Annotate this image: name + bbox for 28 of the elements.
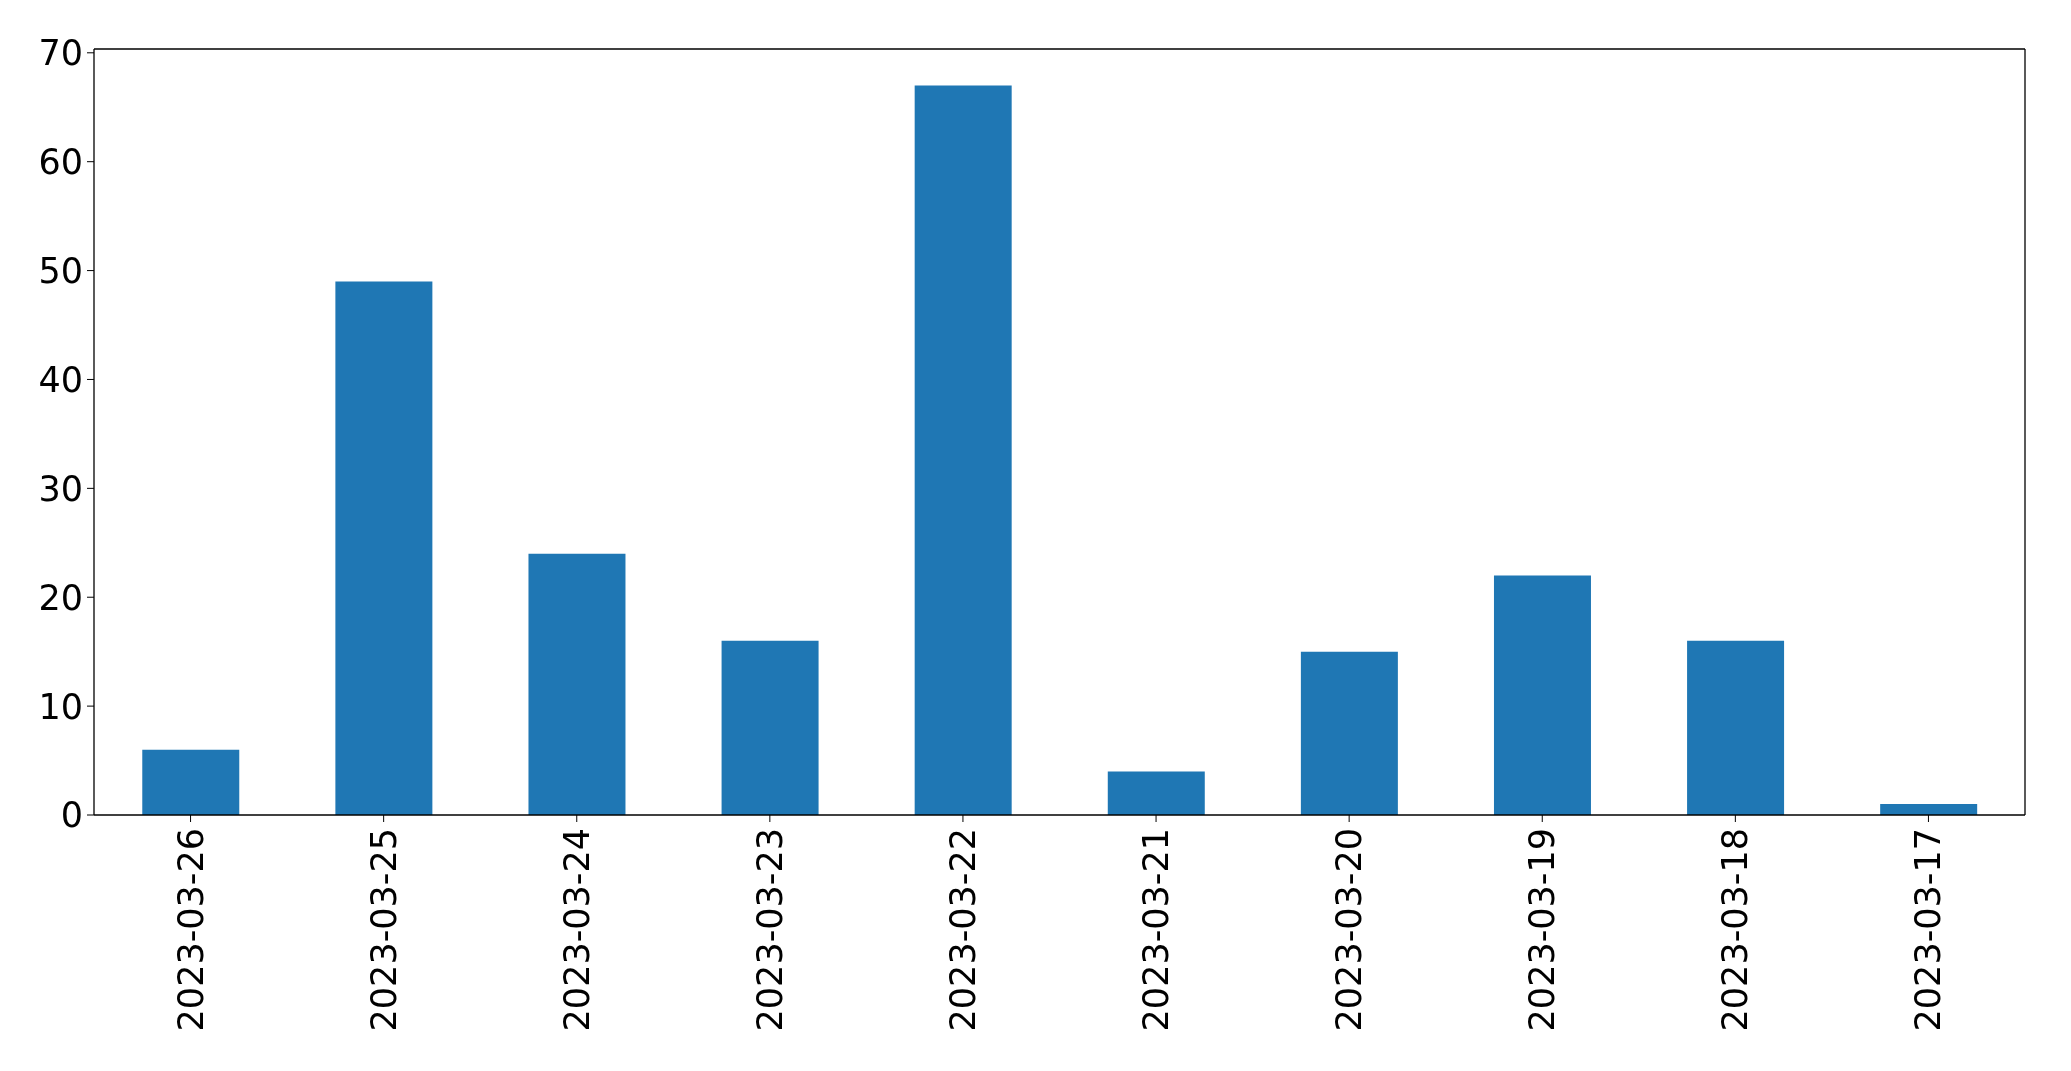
x-tick-label: 2023-03-23 — [749, 828, 790, 1032]
bar — [142, 749, 240, 815]
bar — [914, 85, 1012, 815]
bar — [1300, 651, 1398, 815]
y-tick-label: 30 — [38, 468, 83, 509]
y-tick-label: 0 — [60, 795, 83, 836]
bar — [1687, 640, 1785, 815]
bar — [1493, 575, 1591, 815]
y-tick-label: 10 — [38, 686, 83, 727]
bar — [1107, 771, 1205, 815]
x-tick-label: 2023-03-18 — [1715, 828, 1756, 1032]
x-tick-label: 2023-03-20 — [1329, 828, 1370, 1032]
y-tick-label: 60 — [38, 142, 83, 183]
x-tick-label: 2023-03-25 — [363, 828, 404, 1032]
bar — [335, 281, 433, 815]
y-tick-label: 70 — [38, 33, 83, 74]
x-tick-label: 2023-03-21 — [1136, 828, 1177, 1032]
bar — [528, 553, 626, 815]
x-tick-label: 2023-03-19 — [1522, 828, 1563, 1032]
y-tick-label: 40 — [38, 359, 83, 400]
bar — [721, 640, 819, 815]
x-tick-label: 2023-03-17 — [1908, 828, 1949, 1032]
x-tick-label: 2023-03-26 — [170, 828, 211, 1032]
bar — [1880, 804, 1978, 815]
x-tick-label: 2023-03-24 — [556, 828, 597, 1032]
x-tick-label: 2023-03-22 — [942, 828, 983, 1032]
y-tick-label: 20 — [38, 577, 83, 618]
y-tick-label: 50 — [38, 251, 83, 291]
